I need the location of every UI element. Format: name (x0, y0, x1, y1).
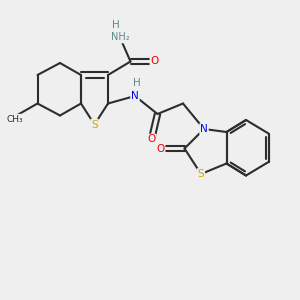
Text: H: H (133, 78, 140, 88)
Text: O: O (150, 56, 159, 67)
Text: S: S (198, 169, 204, 179)
Text: N: N (200, 124, 208, 134)
Text: S: S (91, 119, 98, 130)
Text: O: O (147, 134, 156, 145)
Text: NH₂: NH₂ (111, 32, 129, 43)
Text: N: N (131, 91, 139, 101)
Text: O: O (156, 143, 165, 154)
Text: CH₃: CH₃ (7, 115, 23, 124)
Text: H: H (112, 20, 119, 30)
